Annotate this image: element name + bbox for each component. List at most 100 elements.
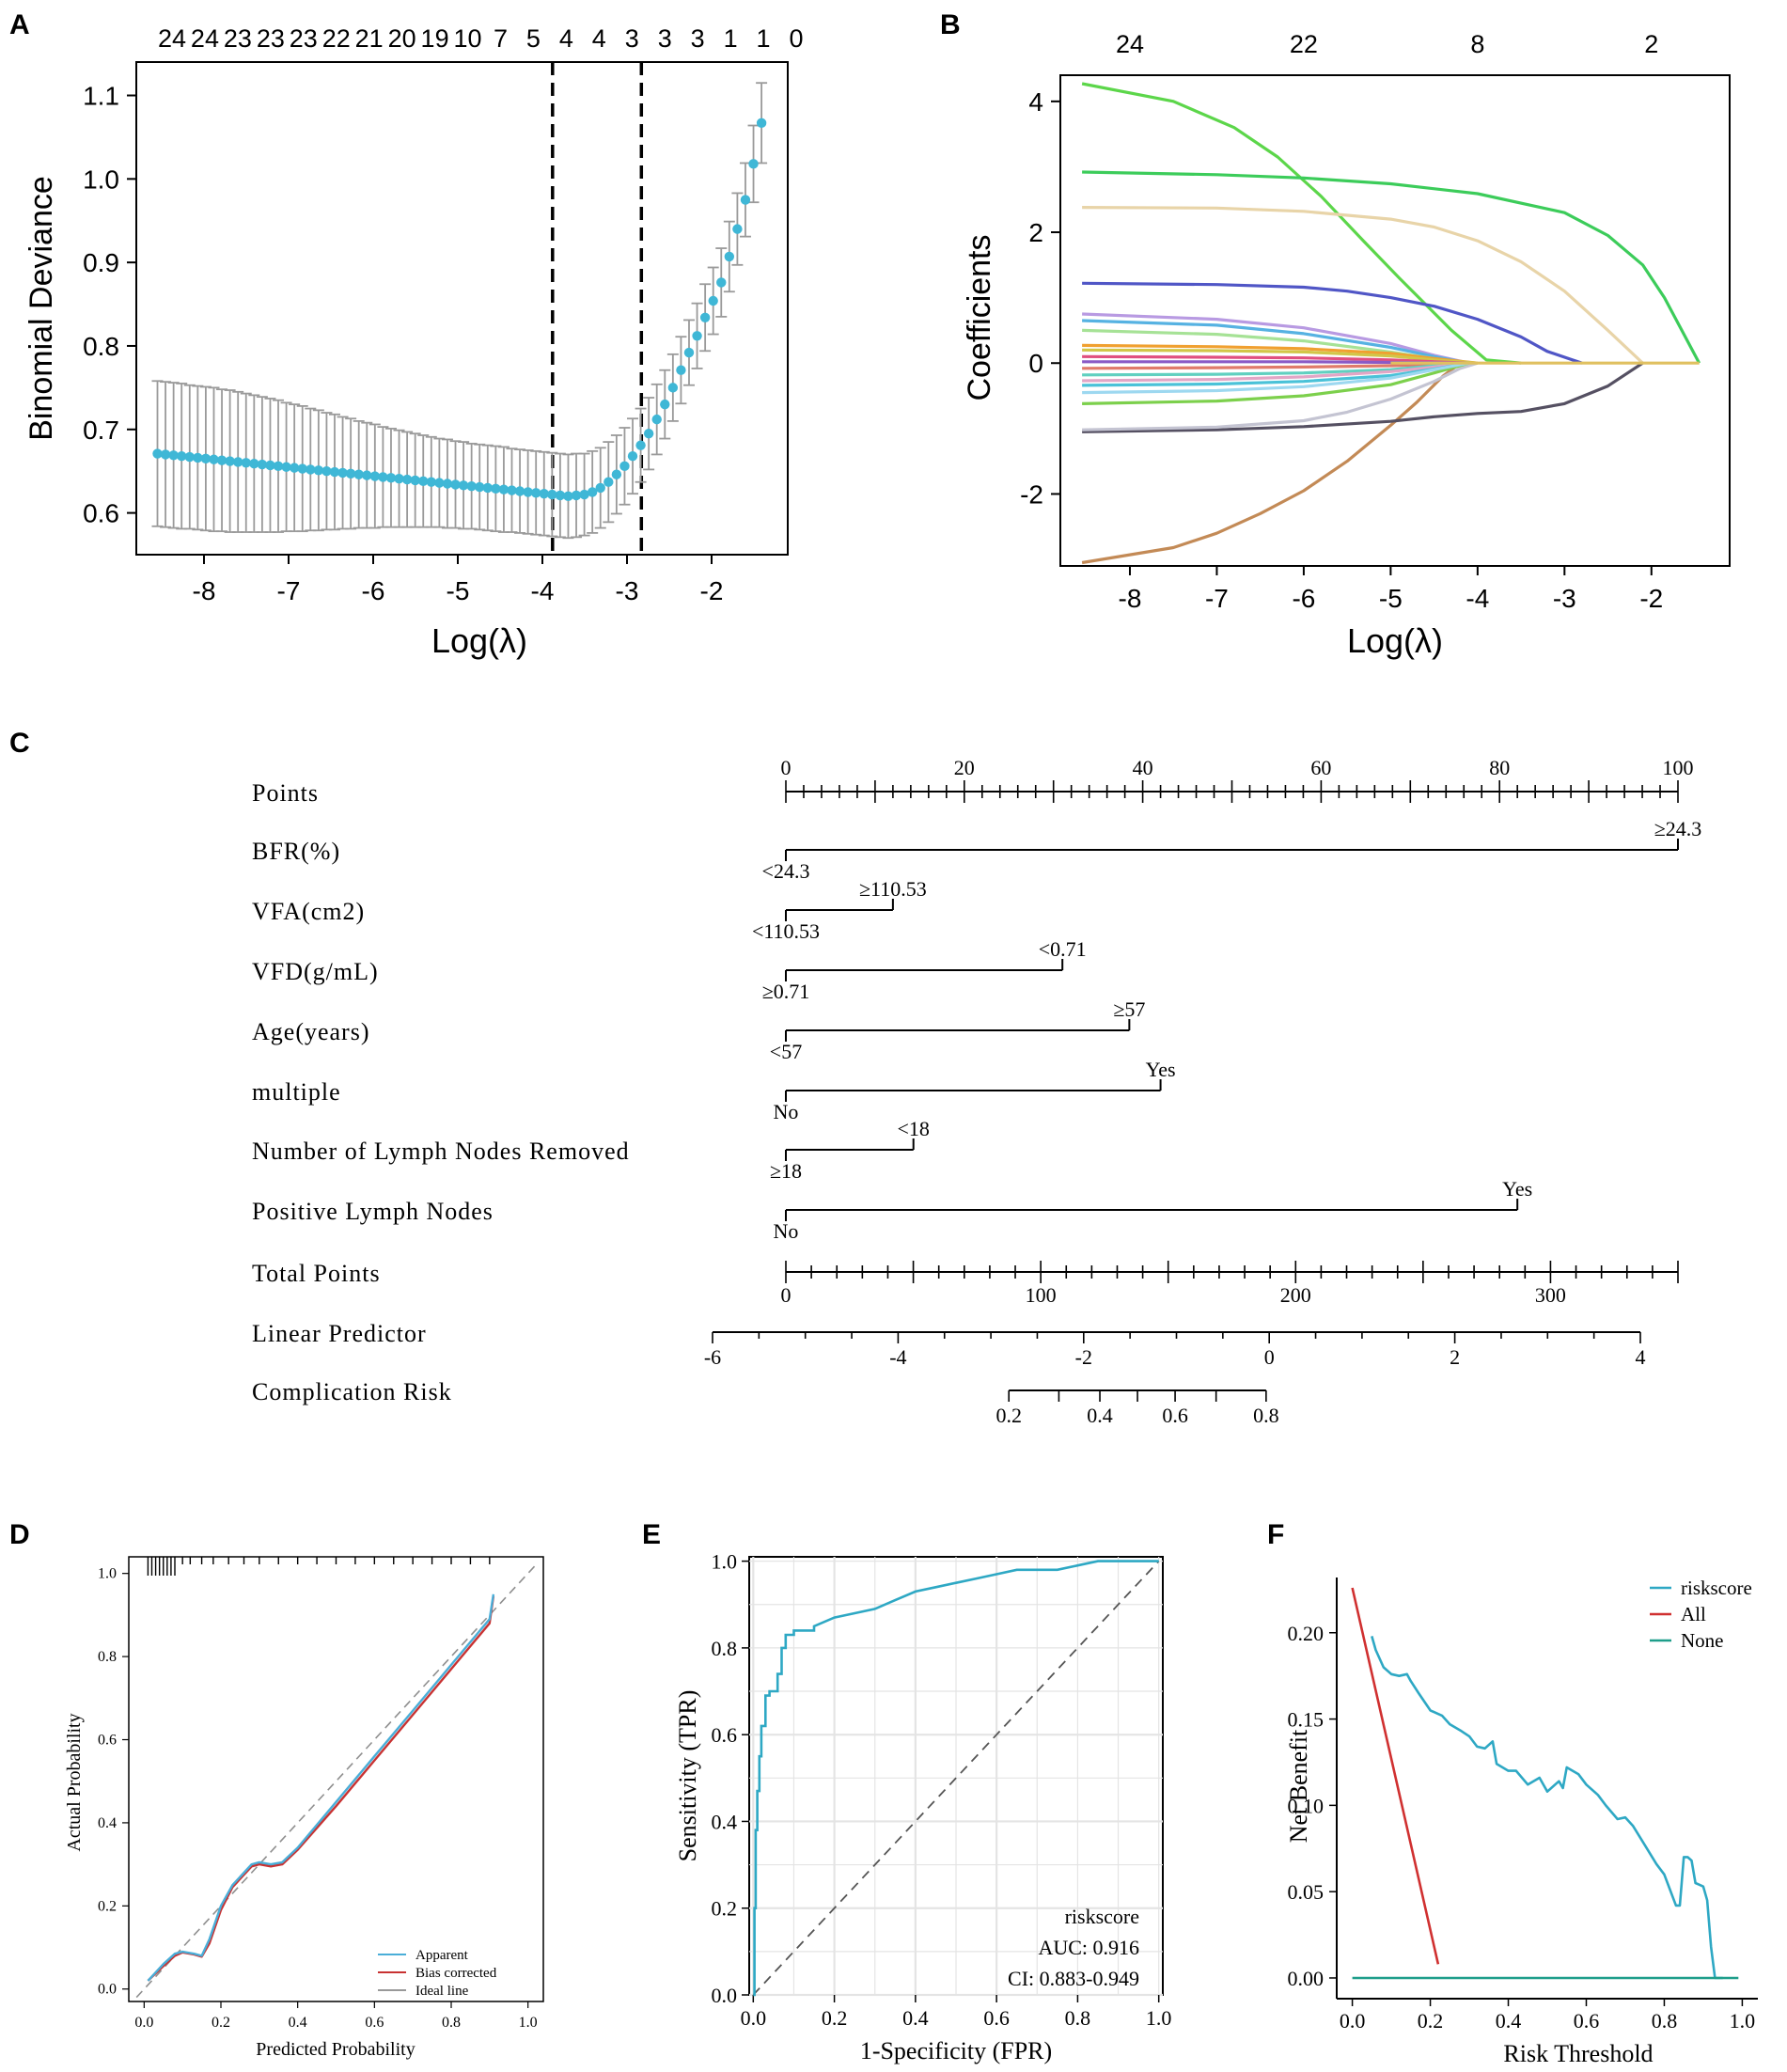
risk-label: 0.6 — [1162, 1404, 1188, 1427]
a-point — [507, 485, 517, 495]
a-point — [724, 251, 735, 262]
d-xtick-label: 0.8 — [442, 2015, 461, 2031]
variable-high-label: <0.71 — [1039, 937, 1087, 961]
a-ytick-label: 1.1 — [83, 82, 119, 111]
panel-a-axes: -8 -7 -6 -5 -4 -3 -20.60.70.80.91.01.124 24 23 23… — [83, 24, 803, 605]
f-ytick-label: 0.20 — [1288, 1622, 1325, 1645]
a-point — [635, 440, 646, 450]
a-top-label: 24 — [191, 24, 219, 53]
a-point — [667, 383, 679, 393]
a-point — [152, 448, 163, 459]
a-point — [232, 457, 243, 467]
a-point — [676, 365, 686, 375]
a-point — [450, 479, 461, 490]
nomogram-row-label: VFD(g/mL) — [252, 958, 379, 985]
f-xtick-label: 0.8 — [1652, 2009, 1678, 2033]
e-xtick-label: 0.2 — [822, 2006, 848, 2030]
b-coef-path — [1082, 281, 1583, 365]
a-xtick-label: -4 — [531, 576, 555, 605]
a-point — [571, 490, 582, 501]
risk-label: 0.8 — [1253, 1404, 1279, 1427]
linear-predictor-label: 2 — [1450, 1345, 1460, 1369]
d-legend-label: Apparent — [415, 1948, 469, 1963]
a-top-label: 10 — [454, 24, 482, 53]
nomogram-row-label: Number of Lymph Nodes Removed — [252, 1138, 630, 1165]
a-point — [732, 224, 743, 234]
points-label: 20 — [954, 756, 975, 779]
d-calibration-line — [147, 1593, 495, 1982]
b-coef-path — [1082, 361, 1479, 432]
e-ytick-label: 1.0 — [712, 1550, 738, 1574]
f-ytick-label: 0.00 — [1288, 1967, 1325, 1990]
a-point — [498, 484, 509, 494]
a-point — [539, 488, 549, 499]
a-top-label: 4 — [559, 24, 573, 53]
panel-label-a: A — [9, 9, 30, 40]
b-coef-path — [1082, 206, 1644, 365]
a-point — [160, 449, 171, 460]
a-point — [523, 487, 533, 497]
a-point — [643, 429, 654, 439]
f-legend-label: None — [1681, 1629, 1724, 1652]
e-ytick-label: 0.0 — [712, 1984, 738, 2007]
a-point — [740, 195, 751, 205]
a-ytick-label: 0.6 — [83, 499, 119, 528]
f-legend-label: riskscore — [1681, 1577, 1752, 1599]
b-coef-path — [1082, 361, 1469, 395]
points-label: 0 — [781, 756, 792, 779]
d-ytick-label: 0.8 — [98, 1649, 117, 1665]
a-point — [756, 118, 767, 129]
a-top-label: 23 — [257, 24, 285, 53]
panel-f-legend: riskscore All None — [1650, 1577, 1752, 1652]
a-point — [547, 489, 557, 500]
b-coef-path — [1082, 348, 1478, 365]
panel-label-f: F — [1267, 1519, 1284, 1550]
b-xtick-label: -4 — [1466, 584, 1489, 613]
panel-d-xlabel: Predicted Probability — [256, 2039, 415, 2060]
points-label: 60 — [1310, 756, 1331, 779]
a-point — [385, 473, 397, 483]
nomogram-row-label: Positive Lymph Nodes — [252, 1198, 494, 1225]
a-top-label: 20 — [388, 24, 416, 53]
a-point — [475, 481, 485, 493]
variable-low-label: No — [774, 1219, 799, 1243]
e-diagonal — [752, 1560, 1160, 1996]
d-ideal-line — [135, 1564, 537, 1999]
variable-high-label: ≥24.3 — [1654, 817, 1702, 840]
a-top-label: 19 — [421, 24, 449, 53]
b-coef-path — [1081, 82, 1522, 365]
panel-label-b: B — [940, 9, 961, 40]
linear-predictor-label: 4 — [1636, 1345, 1646, 1369]
nomogram-row-label: BFR(%) — [252, 838, 340, 865]
a-top-label: 3 — [658, 24, 672, 53]
points-label: 40 — [1133, 756, 1153, 779]
variable-low-label: ≥18 — [770, 1159, 802, 1183]
a-point — [249, 458, 259, 469]
a-point — [329, 466, 340, 478]
panel-b-frame — [1059, 74, 1731, 567]
variable-high-label: Yes — [1146, 1058, 1176, 1081]
a-point — [692, 331, 702, 341]
nomogram-row-labels: Points BFR(%) VFA(cm2) VFD(g/mL) Age(years) m… — [252, 779, 630, 1405]
a-top-label: 4 — [592, 24, 606, 53]
d-xtick-label: 0.0 — [134, 2015, 153, 2031]
f-net-benefit-line — [1351, 1587, 1440, 1965]
b-coef-path — [1081, 361, 1462, 565]
f-xtick-label: 0.4 — [1496, 2009, 1522, 2033]
a-point — [458, 480, 469, 491]
d-xtick-label: 0.6 — [365, 2015, 384, 2031]
a-point — [555, 490, 566, 501]
a-top-label: 5 — [526, 24, 541, 53]
a-xtick-label: -6 — [362, 576, 385, 605]
a-point — [482, 482, 493, 494]
points-label: 100 — [1663, 756, 1694, 779]
points-label: 80 — [1489, 756, 1510, 779]
panel-d-ylabel: Actual Probability — [64, 1713, 85, 1851]
a-point — [748, 159, 759, 169]
a-point — [442, 479, 453, 489]
f-xtick-label: 0.0 — [1340, 2009, 1366, 2033]
a-top-label: 3 — [691, 24, 705, 53]
a-point — [651, 414, 662, 425]
d-ytick-label: 0.6 — [98, 1733, 117, 1749]
